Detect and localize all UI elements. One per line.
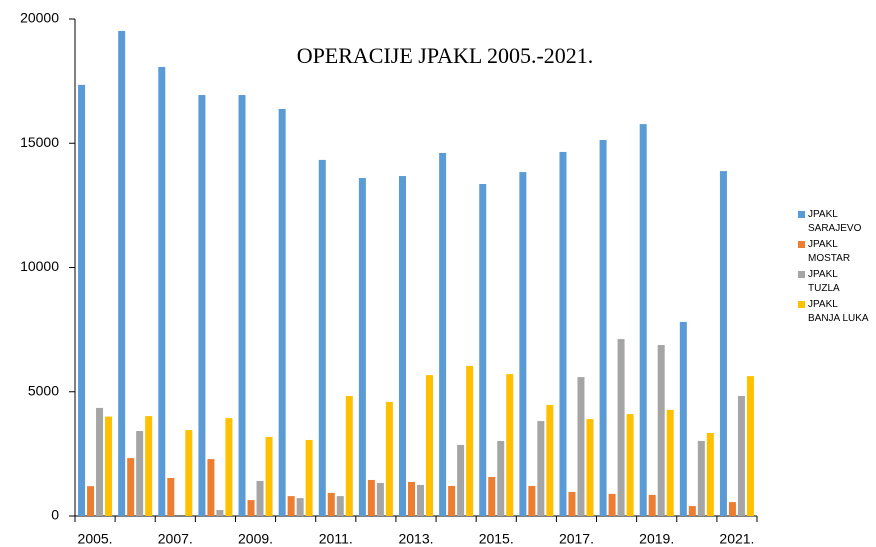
legend-item: JPAKL MOSTAR [798,238,871,266]
bar [457,444,465,516]
bar [519,172,527,517]
bar [466,365,474,516]
legend-item: JPAKL TUZLA [798,268,871,296]
bar [318,159,326,516]
bar [488,476,496,516]
legend-label: JPAKL SARAJEVO [808,209,862,234]
legend-swatch [798,211,805,218]
bar [185,430,193,516]
chart-title: OPERACIJE JPAKL 2005.-2021. [297,43,594,68]
x-tick-label: 2015. [479,531,514,547]
bar [417,484,424,516]
legend-item: JPAKL SARAJEVO [798,208,871,236]
bar [376,482,384,516]
bar [608,493,616,516]
bar [105,416,113,516]
bar [439,152,447,516]
legend-swatch [798,241,805,248]
bar [399,176,406,516]
bar [327,492,335,516]
legend: JPAKL SARAJEVO JPAKL MOSTAR JPAKL TUZLA JPA… [798,208,871,328]
bar [278,108,286,516]
bar [118,30,126,516]
bar [336,496,344,516]
bar [448,485,456,516]
bar [96,407,104,516]
bar [145,416,153,516]
bar [136,431,144,516]
y-tick-label: 5000 [28,382,59,398]
x-tick-label: 2019. [639,531,674,547]
legend-label: JPAKL MOSTAR [808,239,851,264]
bar [167,477,175,516]
bar [367,479,375,516]
bar [577,377,585,516]
bar [358,178,366,517]
legend-swatch [798,271,805,278]
bar [559,151,567,516]
bar [657,345,665,516]
bar [537,421,545,516]
bar [626,414,634,516]
bar [528,485,536,516]
bar [305,439,313,516]
bar [648,494,656,516]
bar [385,401,393,516]
bar [198,95,206,516]
bar [497,440,505,516]
bar [568,491,576,516]
x-tick-label: 2007. [158,531,193,547]
bar [158,66,166,516]
x-tick-label: 2011. [319,531,353,547]
bar [265,436,273,516]
legend-label: JPAKL BANJA LUKA [808,299,869,324]
bar [225,418,233,516]
bar [216,510,224,516]
x-tick-label: 2009. [238,531,273,547]
bar [697,440,705,516]
bar [746,376,754,516]
bar [617,339,625,516]
x-tick-label: 2005. [78,531,113,547]
bar [408,481,415,516]
bar [238,95,246,516]
x-tick-label: 2017. [559,531,594,547]
bar [296,498,304,516]
bar [506,374,514,516]
bar [287,496,295,516]
bar [706,433,714,516]
bar [127,458,135,516]
bar [345,395,353,516]
y-tick-label: 0 [51,507,59,523]
bar [247,500,255,516]
bar [207,459,215,516]
bar [256,480,264,516]
x-tick-label: 2013. [398,531,433,547]
bar [688,506,696,516]
legend-item: JPAKL BANJA LUKA [798,298,871,326]
x-tick-label: 2021. [719,531,754,547]
bar [78,84,86,516]
bar [719,171,727,516]
bar [639,124,647,516]
y-tick-label: 10000 [20,258,59,274]
bar [87,486,95,516]
bar [599,140,607,516]
legend-swatch [798,301,805,308]
bar [426,375,433,516]
y-tick-label: 15000 [20,134,59,150]
bar [479,184,487,516]
bar [679,321,687,516]
bar [666,409,674,516]
legend-label: JPAKL TUZLA [808,269,840,294]
y-tick-label: 20000 [20,10,59,26]
bar [586,419,594,516]
bar [737,395,745,516]
bar [546,404,554,516]
bar [728,502,736,516]
